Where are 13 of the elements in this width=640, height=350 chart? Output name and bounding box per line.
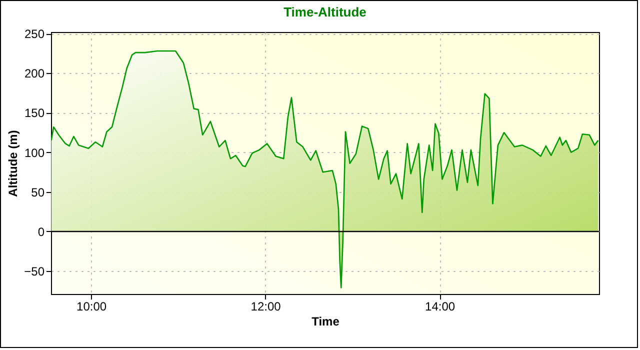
- y-tick-label: 200: [24, 66, 45, 81]
- y-tick-label: 100: [24, 146, 45, 160]
- y-tick-label: 50: [31, 185, 45, 200]
- y-tick-label: −50: [24, 264, 45, 279]
- x-tick-label: 10:00: [76, 300, 107, 314]
- x-tick-label: 14:00: [425, 300, 456, 314]
- y-tick-label: 0: [38, 224, 45, 239]
- x-axis-title: Time: [312, 314, 340, 328]
- y-axis-title: Altitude (m): [6, 130, 20, 197]
- y-tick-label: 250: [24, 27, 45, 42]
- x-tick-label: 12:00: [250, 300, 282, 314]
- chart-title: Time-Altitude: [284, 4, 366, 20]
- y-tick-label: 150: [24, 106, 45, 120]
